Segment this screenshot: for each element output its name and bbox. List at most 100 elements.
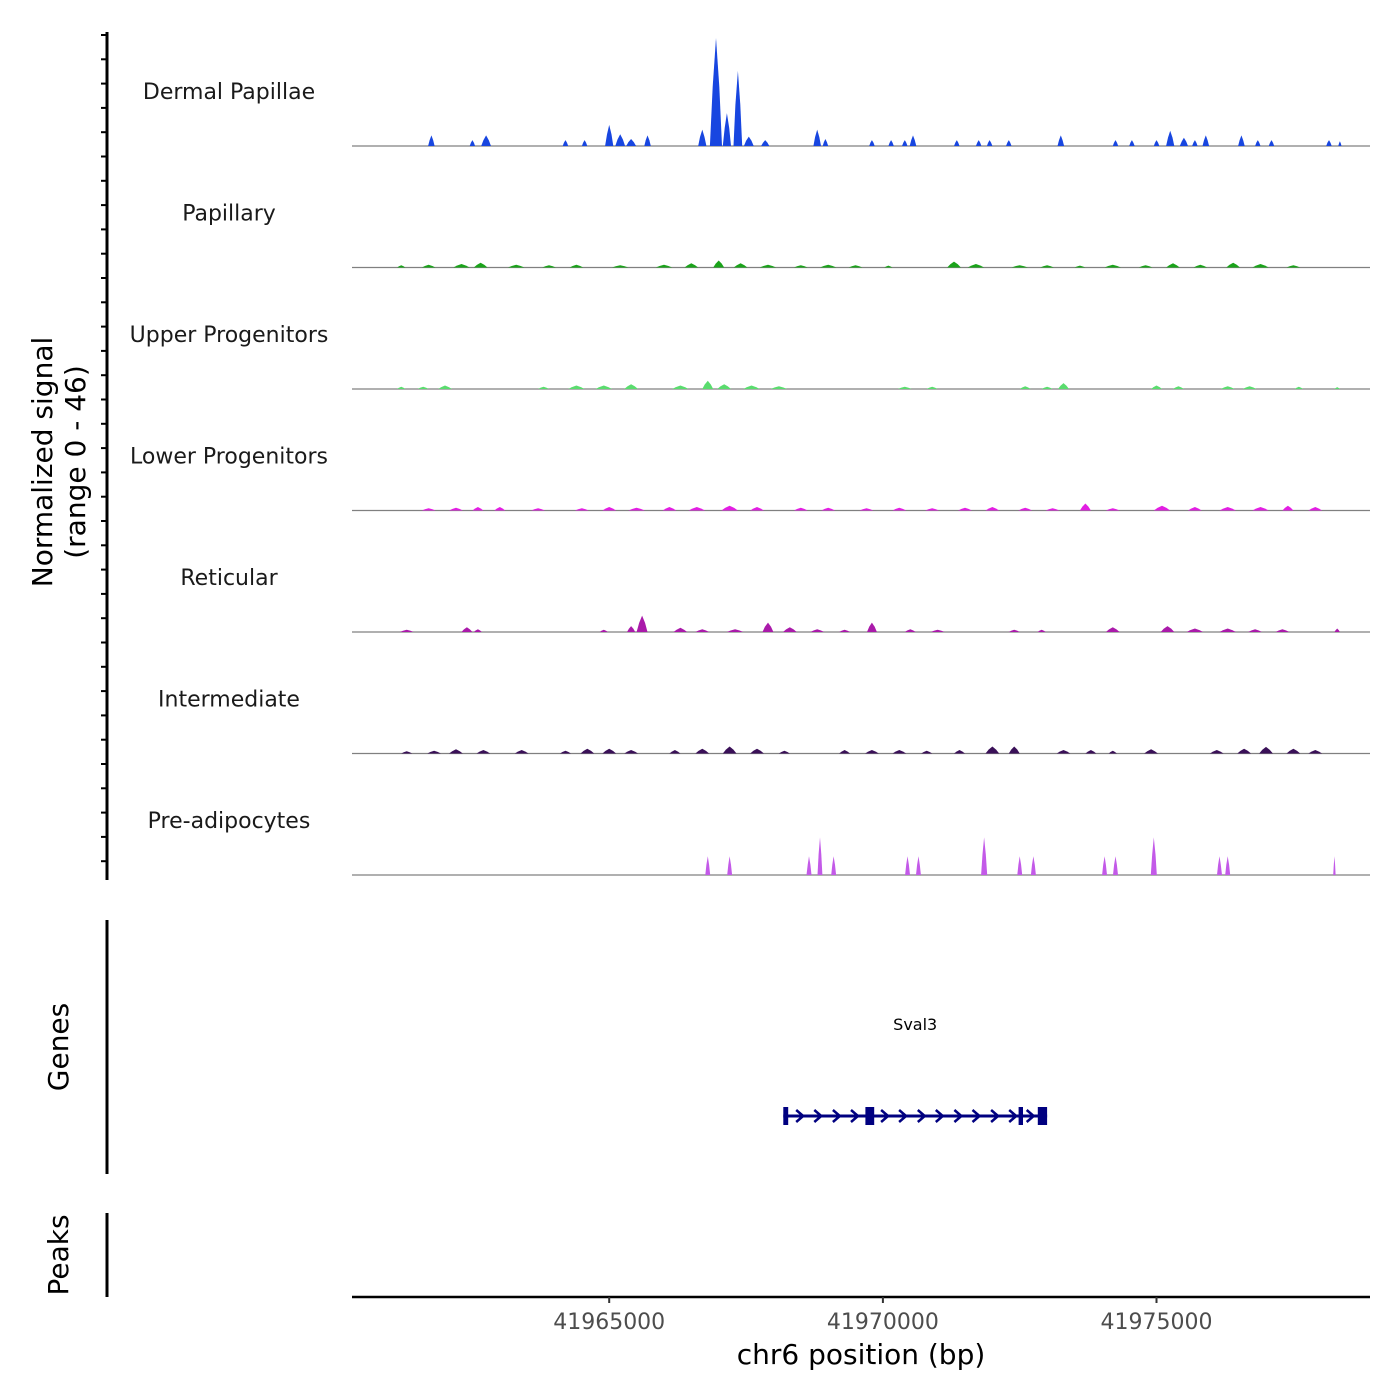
signal-peak: [1192, 140, 1198, 146]
signal-peak: [859, 508, 874, 511]
signal-peak: [727, 856, 733, 875]
signal-peak: [884, 265, 893, 268]
track-label: Papillary: [182, 202, 276, 227]
signal-peak: [627, 626, 636, 632]
signal-peak: [397, 265, 406, 268]
signal-peak: [1308, 507, 1323, 511]
signal-peak: [1338, 141, 1342, 146]
signal-peak: [662, 507, 677, 511]
signal-peak: [930, 629, 945, 632]
signal-peak: [888, 140, 894, 146]
signal-peak: [986, 140, 993, 146]
signal-peak: [1006, 140, 1012, 146]
signal-peak: [449, 507, 463, 511]
signal-peak: [599, 629, 608, 632]
signal-peak: [783, 627, 797, 632]
signal-peak: [1202, 135, 1210, 146]
signal-peak: [1252, 507, 1269, 511]
signal-peak: [421, 508, 436, 511]
signal-peak: [817, 837, 823, 875]
track-upper-progenitors: Upper Progenitors: [130, 323, 1370, 390]
signal-peak: [717, 384, 731, 389]
signal-peak: [1193, 264, 1208, 268]
signal-peak: [958, 507, 972, 511]
signal-peak: [1286, 748, 1301, 754]
signal-peak: [981, 837, 988, 875]
signal-peak: [581, 140, 588, 146]
signal-peak: [1144, 749, 1158, 754]
signal-peak: [778, 750, 790, 754]
signal-peak: [867, 622, 877, 632]
signal-peak: [615, 134, 626, 146]
signal-peak: [1102, 856, 1107, 875]
signal-peak: [822, 139, 829, 146]
signal-peak: [761, 140, 770, 146]
signal-peak: [1333, 856, 1336, 875]
strand-arrow: [880, 1109, 891, 1123]
signal-peak: [1294, 386, 1303, 389]
signal-peak: [472, 507, 484, 511]
signal-peak: [709, 38, 722, 146]
signal-peak: [569, 264, 584, 268]
signal-peak: [560, 750, 571, 754]
x-axis-ticks: 41965000 41970000 41975000: [553, 1297, 1212, 1335]
signal-peak: [655, 264, 673, 268]
strand-arrow: [953, 1109, 964, 1123]
signal-peak: [821, 507, 835, 511]
signal-peak: [762, 622, 774, 632]
signal-peak: [1153, 505, 1171, 511]
signal-peak: [531, 508, 545, 511]
signal-peak: [759, 264, 777, 268]
signal-peak: [1219, 507, 1236, 511]
peaks-panel-label: Peaks: [42, 1214, 75, 1295]
signal-peak: [1268, 140, 1275, 146]
signal-peak: [605, 124, 614, 146]
signal-peak: [810, 629, 825, 632]
signal-peak: [905, 856, 910, 875]
signal-peak: [1226, 262, 1240, 268]
signal-peak: [1225, 856, 1231, 875]
signal-peak: [449, 749, 463, 754]
signal-peak: [1252, 264, 1269, 268]
signal-peak: [1150, 837, 1157, 875]
signal-peak: [1085, 750, 1097, 754]
signal-peak: [902, 140, 908, 146]
signal-peak: [1017, 856, 1023, 875]
strand-arrow: [934, 1109, 945, 1123]
signal-peak: [1219, 628, 1236, 632]
signal-peak: [575, 508, 589, 511]
signal-peak: [967, 264, 985, 268]
signal-peak: [1108, 750, 1117, 754]
signal-peak: [1008, 746, 1020, 754]
signal-peak: [461, 627, 473, 632]
signal-peak: [1238, 135, 1245, 146]
signal-peak: [1326, 140, 1332, 146]
signal-peak: [562, 140, 569, 146]
signal-peak: [453, 264, 470, 268]
signal-peak: [1113, 856, 1118, 875]
strand-arrow: [971, 1109, 982, 1123]
signal-peak: [1008, 629, 1020, 632]
signal-peak: [626, 139, 637, 146]
signal-peak: [1018, 507, 1032, 511]
signal-peak: [1220, 386, 1235, 389]
signal-peak: [417, 386, 429, 389]
y-axis-title: Normalized signal: [26, 337, 59, 588]
signal-peak: [897, 386, 912, 389]
signal-peak: [438, 385, 452, 389]
signal-peak: [1041, 386, 1053, 389]
signal-peak: [702, 380, 714, 389]
gene-exon: [783, 1107, 789, 1125]
signal-peak: [743, 385, 760, 389]
signal-peak: [820, 264, 837, 268]
track-label: Dermal Papillae: [143, 80, 315, 105]
signal-peak: [947, 261, 961, 268]
signal-peak: [1237, 748, 1251, 754]
signal-peak: [688, 507, 705, 511]
signal-peak: [1105, 627, 1120, 632]
signal-peak: [399, 629, 414, 632]
signal-peak: [481, 135, 491, 146]
signal-peak: [628, 507, 645, 511]
signal-peak: [1057, 135, 1065, 146]
signal-peak: [673, 627, 688, 632]
